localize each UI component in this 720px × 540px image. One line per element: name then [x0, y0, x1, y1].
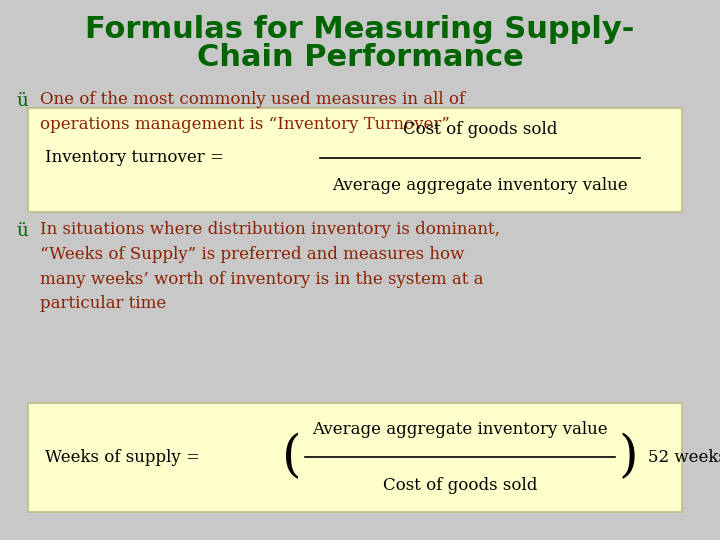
Text: Average aggregate inventory value: Average aggregate inventory value [332, 178, 628, 194]
Text: One of the most commonly used measures in all of
operations management is “Inven: One of the most commonly used measures i… [40, 91, 465, 133]
FancyBboxPatch shape [28, 403, 682, 512]
Text: Cost of goods sold: Cost of goods sold [402, 122, 557, 138]
FancyBboxPatch shape [28, 108, 682, 212]
Text: Average aggregate inventory value: Average aggregate inventory value [312, 421, 608, 437]
Text: (: ( [282, 433, 302, 482]
Text: Chain Performance: Chain Performance [197, 43, 523, 71]
Text: Weeks of supply =: Weeks of supply = [45, 449, 205, 465]
Text: Inventory turnover =: Inventory turnover = [45, 150, 229, 166]
Text: 52 weeks: 52 weeks [648, 449, 720, 465]
Text: ü: ü [16, 92, 28, 110]
Text: ): ) [618, 433, 638, 482]
Text: In situations where distribution inventory is dominant,
“Weeks of Supply” is pre: In situations where distribution invento… [40, 221, 500, 313]
Text: Formulas for Measuring Supply-: Formulas for Measuring Supply- [85, 16, 635, 44]
Text: Cost of goods sold: Cost of goods sold [383, 476, 537, 494]
Text: ü: ü [16, 222, 28, 240]
